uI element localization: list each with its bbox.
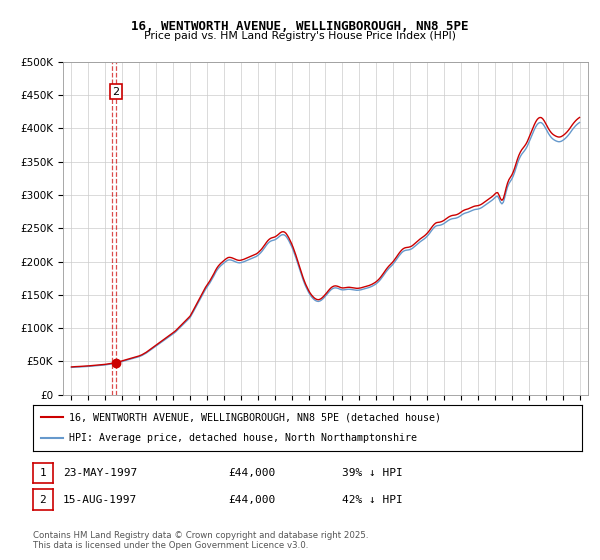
Text: 2: 2 [40, 494, 46, 505]
Text: 23-MAY-1997: 23-MAY-1997 [63, 468, 137, 478]
Text: £44,000: £44,000 [228, 468, 275, 478]
Text: 16, WENTWORTH AVENUE, WELLINGBOROUGH, NN8 5PE (detached house): 16, WENTWORTH AVENUE, WELLINGBOROUGH, NN… [68, 412, 440, 422]
Text: 42% ↓ HPI: 42% ↓ HPI [342, 494, 403, 505]
Text: £44,000: £44,000 [228, 494, 275, 505]
Text: 2: 2 [112, 87, 119, 96]
Text: 15-AUG-1997: 15-AUG-1997 [63, 494, 137, 505]
Text: 16, WENTWORTH AVENUE, WELLINGBOROUGH, NN8 5PE: 16, WENTWORTH AVENUE, WELLINGBOROUGH, NN… [131, 20, 469, 32]
Text: Contains HM Land Registry data © Crown copyright and database right 2025.
This d: Contains HM Land Registry data © Crown c… [33, 531, 368, 550]
Text: HPI: Average price, detached house, North Northamptonshire: HPI: Average price, detached house, Nort… [68, 433, 416, 444]
Text: Price paid vs. HM Land Registry's House Price Index (HPI): Price paid vs. HM Land Registry's House … [144, 31, 456, 41]
Text: 1: 1 [40, 468, 46, 478]
Text: 39% ↓ HPI: 39% ↓ HPI [342, 468, 403, 478]
